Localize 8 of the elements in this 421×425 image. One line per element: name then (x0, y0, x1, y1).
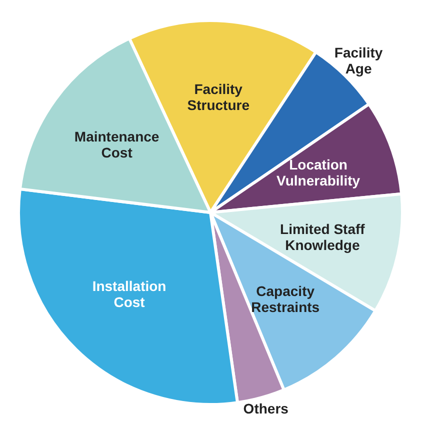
slice-label: Others (243, 400, 289, 417)
slice-label: Facility Structure (187, 81, 250, 114)
slice-label: Location Vulnerability (276, 156, 360, 189)
slice-label: Maintenance Cost (74, 128, 160, 160)
slice-label: Limited Staff Knowledge (280, 221, 366, 254)
slice-label: Facility Age (334, 44, 383, 77)
slice-label: Installation Cost (92, 278, 166, 310)
slice-label: Capacity Restraints (251, 283, 320, 316)
